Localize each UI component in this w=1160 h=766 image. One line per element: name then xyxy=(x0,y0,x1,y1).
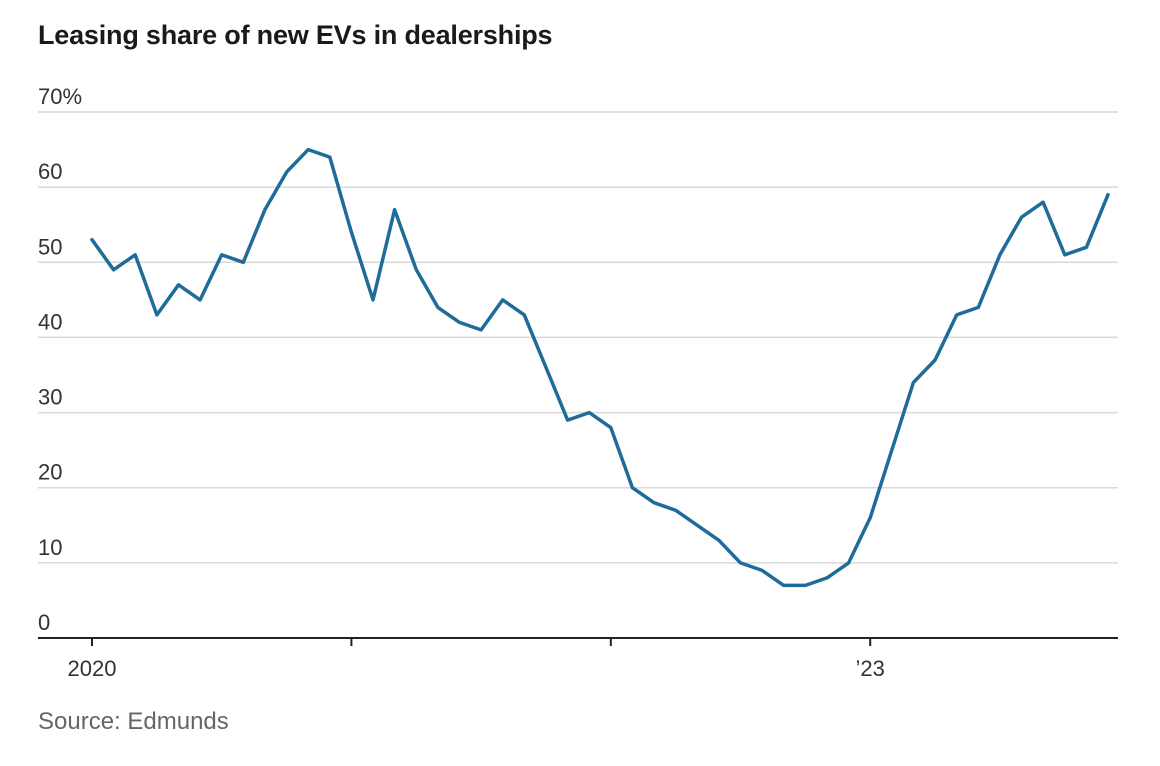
y-tick-label: 70% xyxy=(38,84,82,109)
x-axis: 2020 ’23 xyxy=(38,637,1118,681)
y-tick-label: 60 xyxy=(38,159,62,184)
y-tick-label: 20 xyxy=(38,460,62,485)
y-tick-label: 30 xyxy=(38,385,62,410)
chart-title: Leasing share of new EVs in dealerships xyxy=(38,20,553,50)
y-axis-labels: 70% 60 50 40 30 20 10 0 xyxy=(38,84,82,635)
y-tick-label: 0 xyxy=(38,610,50,635)
y-tick-label: 40 xyxy=(38,309,62,334)
series-line xyxy=(90,147,1110,588)
y-tick-label: 50 xyxy=(38,234,62,259)
series-lines xyxy=(90,147,1110,588)
gridlines xyxy=(38,111,1118,564)
y-tick-label: 10 xyxy=(38,535,62,560)
x-tick-label: 2020 xyxy=(68,656,117,681)
source-note: Source: Edmunds xyxy=(38,708,229,735)
line-chart: 70% 60 50 40 30 20 10 0 2020 ’23 xyxy=(38,84,1118,681)
x-tick-label: ’23 xyxy=(856,656,885,681)
